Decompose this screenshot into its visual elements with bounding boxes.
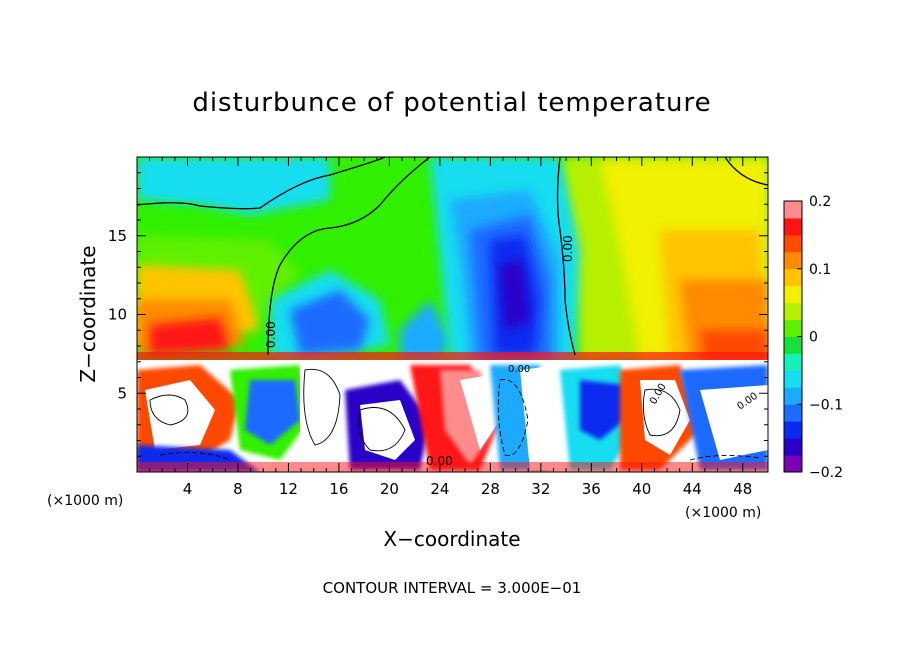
colorbar-tick-label: −0.1 — [809, 397, 843, 413]
x-tick-label: 32 — [531, 480, 550, 498]
contour-label: 0.00 — [426, 454, 453, 468]
colorbar-tick-label: 0 — [809, 330, 818, 346]
colorbar-swatch — [784, 201, 802, 219]
plot-area: 0.00 0.00 0.00 0.00 0.00 0.00 — [137, 157, 768, 472]
x-axis: 4 8 12 16 20 24 28 32 36 40 44 48 — [149, 157, 756, 498]
contour-lines-lower — [149, 368, 761, 461]
y-tick-label: 5 — [117, 384, 127, 402]
lower-layer-field — [137, 360, 768, 472]
colorbar-tick-label: 0.2 — [809, 194, 831, 210]
colorbar-swatch — [784, 353, 802, 371]
x-tick-label: 48 — [733, 480, 752, 498]
x-tick-label: 16 — [329, 480, 348, 498]
colorbar-swatch — [784, 217, 802, 236]
x-tick-label: 28 — [481, 480, 500, 498]
colorbar-swatch — [784, 319, 802, 337]
colorbar-swatch — [784, 285, 802, 304]
colorbar-swatch — [784, 370, 802, 388]
contour-lines — [137, 157, 768, 356]
colorbar-swatch — [784, 302, 802, 321]
contour-label: 0.00 — [264, 321, 278, 348]
chart-title: disturbunce of potential temperature — [192, 88, 711, 118]
upper-layer-field — [137, 157, 768, 362]
contour-label: 0.00 — [508, 364, 530, 375]
contour-interval-text: CONTOUR INTERVAL = 3.000E−01 — [323, 579, 582, 597]
x-tick-label: 4 — [183, 480, 193, 498]
colorbar-tick-label: 0.1 — [809, 262, 831, 278]
y-axis: 5 10 15 — [108, 172, 768, 457]
colorbar: 0.2 0.1 0 −0.1 −0.2 — [783, 194, 843, 481]
colorbar-swatch — [784, 234, 802, 253]
x-unit-label: (×1000 m) — [685, 505, 761, 521]
x-tick-label: 24 — [430, 480, 449, 498]
colorbar-swatch — [784, 268, 802, 287]
z-unit-label: (×1000 m) — [47, 493, 123, 509]
x-tick-label: 20 — [380, 480, 399, 498]
colorbar-swatch — [784, 438, 802, 456]
x-tick-label: 40 — [632, 480, 651, 498]
colorbar-swatch — [784, 455, 802, 473]
colorbar-tick-label: −0.2 — [809, 465, 843, 481]
colorbar-swatch — [784, 421, 802, 439]
colorbar-swatch — [784, 251, 802, 270]
colorbar-swatch — [784, 387, 802, 405]
y-tick-label: 15 — [108, 227, 127, 245]
x-axis-label: X−coordinate — [383, 527, 520, 551]
colorbar-swatch — [784, 336, 802, 354]
x-tick-label: 8 — [233, 480, 243, 498]
contour-label: 0.00 — [561, 235, 575, 262]
x-tick-label: 36 — [582, 480, 601, 498]
x-tick-label: 44 — [683, 480, 702, 498]
x-tick-label: 12 — [279, 480, 298, 498]
colorbar-swatch — [784, 404, 802, 422]
y-tick-label: 10 — [108, 306, 127, 324]
y-axis-label: Z−coordinate — [76, 245, 100, 382]
